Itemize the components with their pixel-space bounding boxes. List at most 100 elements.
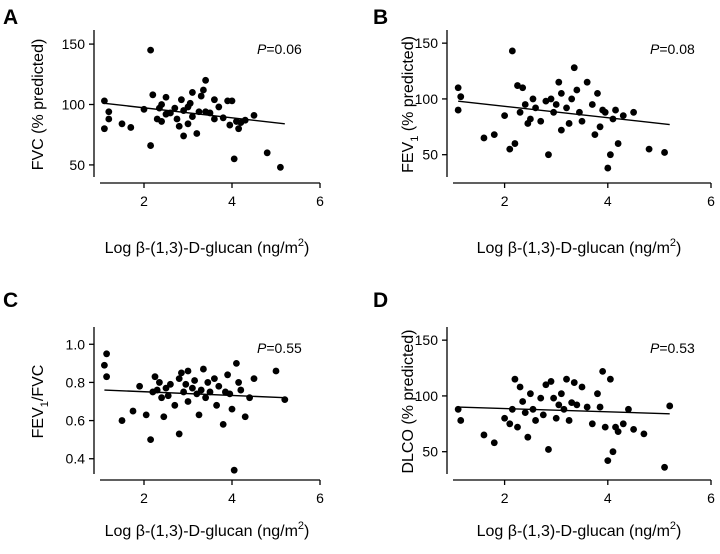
data-point [519,84,527,92]
data-point [625,405,632,413]
data-point [630,108,637,116]
data-point [182,380,190,388]
x-axis-title: Log β-(1,3)-D-glucan (ng/m2) [105,520,310,540]
data-point [147,142,155,149]
data-point [263,149,271,157]
p-value-label: P=0.06 [257,41,302,57]
data-point [140,105,148,113]
data-point [661,463,668,471]
data-point [614,140,622,147]
data-point [547,95,555,103]
data-point [545,151,552,159]
data-point [195,108,203,116]
data-point [588,420,596,428]
data-point [490,439,498,447]
y-tick-label: 0.8 [66,374,86,390]
p-value-number: =0.06 [266,41,302,57]
y-axis-title-text: DLCO (% predicted) [400,329,417,473]
data-point [175,122,183,130]
data-point [570,379,578,386]
data-point [568,399,576,407]
data-point [204,379,212,386]
data-point [542,97,550,105]
data-point [175,375,183,383]
data-point [184,398,192,405]
data-point [193,390,201,398]
data-point [521,101,529,108]
y-axis-title: FEV1 (% predicted) [400,36,421,173]
data-point [211,375,218,383]
data-point [224,371,232,379]
data-point [588,101,596,108]
x-tick-label: 6 [707,193,715,209]
data-point [197,92,205,100]
y-tick-label: 150 [415,35,439,51]
data-point [167,380,174,388]
p-value-number: =0.08 [659,41,695,57]
data-point [666,402,674,410]
data-point [532,417,539,424]
data-point [202,76,210,84]
data-point [178,369,185,377]
x-axis-title-text: Log β-(1,3)-D-glucan (ng/m [477,523,670,540]
x-tick-label: 4 [604,193,612,209]
y-tick-label: 100 [415,91,439,107]
x-axis-title: Log β-(1,3)-D-glucan (ng/m2) [105,237,310,257]
data-point [158,118,166,125]
data-point [230,155,238,163]
y-tick-label: 1.0 [66,336,86,352]
data-point [454,405,462,413]
data-point [105,108,113,116]
data-point [529,405,537,413]
data-point [601,108,609,116]
data-point [103,350,110,358]
x-axis-title-sup: 2 [298,237,304,249]
data-point [501,414,508,422]
data-point [529,95,537,103]
data-point [578,117,586,125]
data-point [197,386,205,394]
data-point [226,390,234,398]
x-axis-title-text: Log β-(1,3)-D-glucan (ng/m [105,240,298,257]
data-point [454,106,462,114]
data-point [545,446,552,453]
data-point [576,108,583,116]
data-point [147,46,155,54]
data-point [191,377,199,384]
data-point [237,386,245,394]
x-axis-title-text: ) [676,240,681,257]
data-point [583,78,591,86]
data-point [129,407,137,415]
x-tick-label: 2 [501,490,509,506]
p-value-label: P=0.55 [257,340,302,356]
data-point [189,89,196,96]
x-axis-title: Log β-(1,3)-D-glucan (ng/m2) [477,237,682,257]
data-point [609,115,617,123]
data-point [160,413,168,421]
data-point [202,394,210,402]
data-point [630,425,637,433]
data-point [226,121,234,129]
data-point [640,430,648,438]
data-point [219,114,227,122]
data-point [189,384,196,392]
regression-line [458,100,670,126]
data-point [186,99,194,107]
data-point [241,413,249,421]
data-point [480,134,488,142]
data-point [570,64,578,72]
panel-label-b: B [373,6,388,29]
data-point [606,151,614,159]
data-point [578,383,586,391]
data-point [583,403,591,411]
data-point [601,423,609,431]
data-point [200,86,207,94]
data-point [604,164,612,172]
data-point [557,126,565,134]
x-axis-title-sup: 2 [670,520,676,532]
data-point [153,386,161,394]
data-point [103,373,110,381]
data-point [661,149,668,156]
data-point [519,398,527,405]
